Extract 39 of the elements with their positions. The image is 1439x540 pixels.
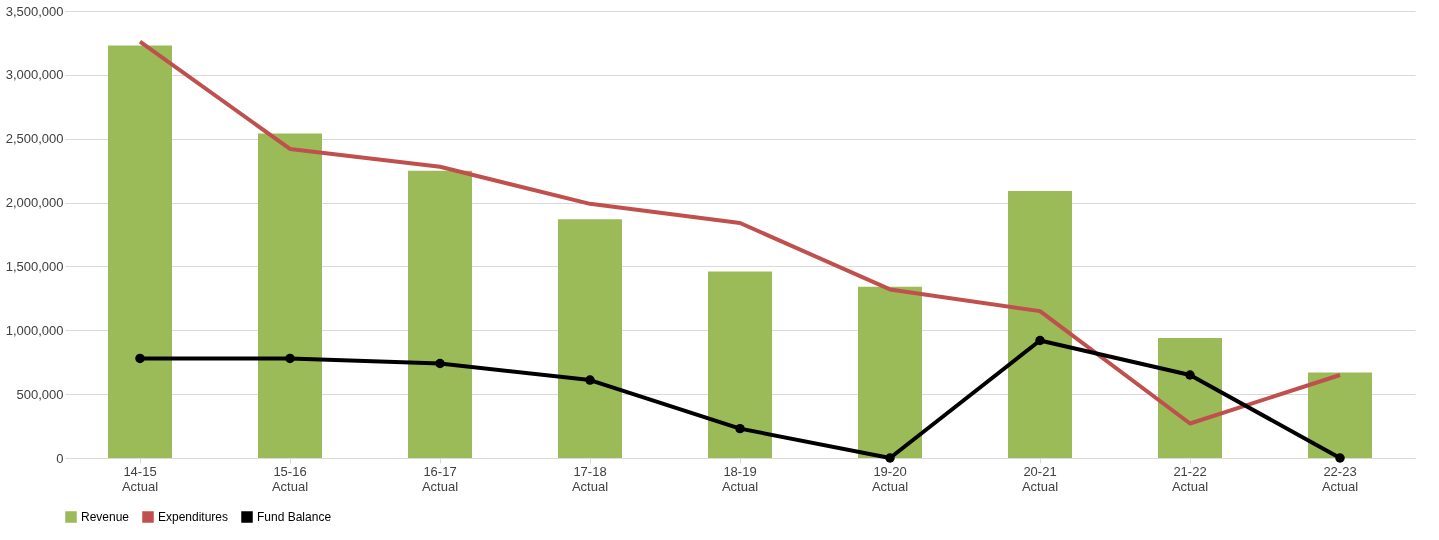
legend-label: Revenue	[81, 510, 130, 524]
point	[735, 423, 745, 434]
x-tick-label: 16-17 Actual	[421, 463, 459, 494]
bar	[558, 219, 622, 458]
point	[885, 453, 895, 463]
y-tick-label: 0	[56, 450, 64, 466]
legend-label: Expenditures	[158, 510, 229, 524]
bar	[858, 286, 922, 458]
point	[1335, 453, 1345, 463]
y-tick-label: 500,000	[16, 386, 64, 402]
bar	[408, 170, 472, 458]
bar	[258, 133, 322, 458]
x-tick-label: 15-16 Actual	[271, 463, 309, 494]
y-tick-label: 2,500,000	[5, 131, 64, 147]
point	[435, 358, 445, 369]
line-series	[138, 39, 1342, 426]
point	[135, 353, 145, 364]
bar	[1158, 337, 1222, 458]
x-tick-label: 19-20 Actual	[871, 463, 909, 494]
y-tick-label: 3,000,000	[5, 67, 64, 83]
x-tick-label: 21-22 Actual	[1171, 463, 1209, 494]
point	[1185, 370, 1195, 380]
point	[285, 353, 295, 364]
bar	[1008, 191, 1072, 458]
point	[1035, 335, 1045, 346]
x-tick-label: 14-15 Actual	[121, 463, 159, 494]
point	[585, 375, 595, 385]
y-tick-label: 3,500,000	[5, 3, 64, 19]
bar	[108, 45, 172, 458]
y-tick-label: 2,000,000	[5, 195, 64, 211]
x-tick-label: 18-19 Actual	[721, 463, 759, 494]
x-tick-label: 20-21 Actual	[1021, 463, 1059, 494]
y-tick-label: 1,500,000	[5, 258, 64, 274]
bar	[1308, 372, 1372, 458]
legend-label: Fund Balance	[257, 510, 332, 524]
bar	[708, 271, 772, 458]
x-tick-label: 22-23 Actual	[1321, 463, 1359, 494]
y-tick-label: 1,000,000	[5, 322, 64, 338]
x-tick-label: 17-18 Actual	[571, 463, 609, 494]
